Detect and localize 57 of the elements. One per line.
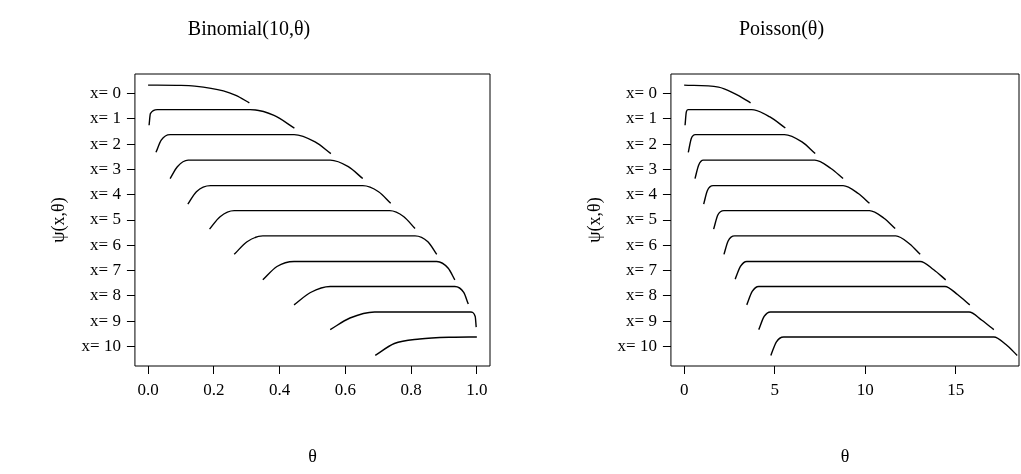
y-tick-label: x= 5 [626,209,657,229]
y-tick-label: x= 10 [617,335,657,355]
x-tick-label: 0 [679,379,689,399]
line-series [329,311,477,331]
line-series [694,159,844,180]
line-series [683,84,752,104]
x-tick-label: 0.2 [203,379,225,399]
y-tick-label: x= 9 [90,310,121,330]
line-series [687,133,816,155]
y-tick-label: x= 2 [90,133,121,153]
x-tick-label: 0.0 [137,379,159,399]
y-tick-label: x= 4 [626,184,658,204]
x-tick-label: 0.6 [334,379,356,399]
line-series [147,84,251,104]
y-tick-label: x= 6 [90,234,121,254]
x-axis-title: θ [308,445,317,466]
y-tick-label: x= 7 [90,259,122,279]
y-tick-label: x= 0 [626,83,657,103]
line-series [684,108,787,129]
y-tick-label: x= 8 [90,285,121,305]
x-axis-title: θ [840,445,850,466]
y-tick-label: x= 2 [626,133,657,153]
y-tick-label: x= 4 [90,184,122,204]
line-series [712,209,896,230]
line-series [734,260,947,281]
y-tick-label: x= 8 [626,285,657,305]
y-tick-label: x= 6 [626,234,657,254]
x-tick-label: 1.0 [466,379,488,399]
y-tick-label: x= 3 [626,158,657,178]
line-series [746,285,971,306]
line-series [148,108,296,129]
y-tick-label: x= 9 [626,310,657,330]
chart-title: Binomial(10,θ) [187,17,311,41]
line-series [703,184,871,205]
y-tick-label: x= 7 [626,259,658,279]
x-tick-label: 0.4 [268,379,291,399]
y-axis-title: ψ(x,θ) [47,197,69,243]
x-tick-label: 15 [947,379,965,399]
y-tick-label: x= 5 [90,209,121,229]
x-tick-label: 0.8 [400,379,422,399]
line-series [758,311,995,331]
line-series [293,285,469,306]
line-series [155,133,332,155]
line-series [374,336,478,357]
line-series [723,235,921,256]
line-series [187,184,392,205]
line-series [262,260,456,281]
y-tick-label: x= 10 [81,335,121,355]
y-tick-label: x= 1 [626,108,657,128]
line-series [208,209,416,230]
y-tick-label: x= 0 [90,83,121,103]
x-tick-label: 10 [856,379,874,399]
y-axis-title: ψ(x,θ) [583,197,605,243]
chart-title: Poisson(θ) [738,17,825,41]
x-tick-label: 5 [770,379,779,399]
y-tick-label: x= 1 [90,108,121,128]
y-tick-label: x= 3 [90,158,121,178]
